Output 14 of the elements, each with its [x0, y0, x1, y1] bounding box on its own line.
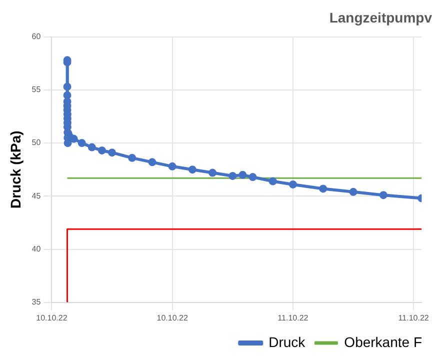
x-tick-label: 11.10.22: [398, 313, 430, 322]
x-tick-label: 11.10.22: [278, 313, 309, 322]
y-tick-label: 35: [32, 298, 42, 307]
chart-title: Langzeitpumpv: [329, 9, 432, 26]
y-tick-label: 60: [32, 32, 42, 42]
legend-label: Druck: [268, 334, 306, 350]
x-tick-label: 10.10.22: [36, 313, 68, 322]
y-tick-label: 55: [32, 85, 42, 94]
x-tick-label: 10.10.22: [156, 313, 188, 322]
y-axis-title: Druck (kPa): [7, 130, 24, 209]
y-tick-label: 50: [32, 138, 42, 148]
legend-label: Oberkante F: [344, 334, 422, 350]
y-tick-label: 45: [32, 191, 42, 200]
y-tick-label: 40: [32, 244, 42, 254]
